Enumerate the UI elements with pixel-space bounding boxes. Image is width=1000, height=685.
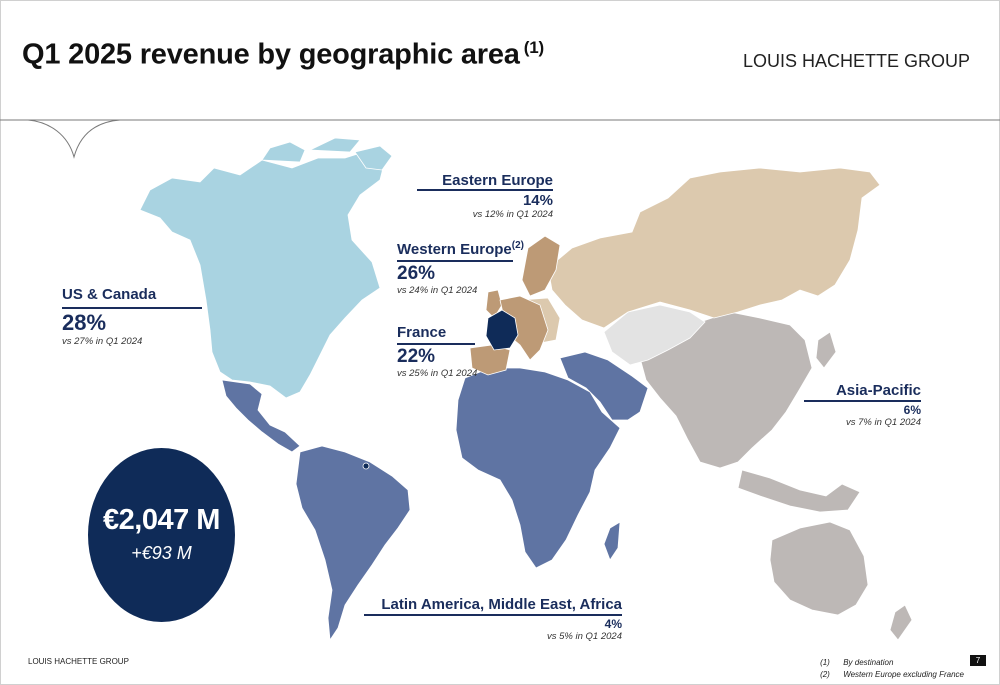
label-asia-pacific: Asia-Pacific: [804, 382, 921, 399]
region-vs: vs 5% in Q1 2024: [547, 631, 622, 642]
region-latam-mea: [221, 351, 649, 642]
region-asia-pacific: [639, 311, 913, 641]
label-western-europe: Western Europe(2): [397, 240, 524, 258]
footer-brand: LOUIS HACHETTE GROUP: [28, 657, 129, 666]
total-amount: €2,047 M: [103, 504, 220, 536]
region-vs: vs 27% in Q1 2024: [62, 336, 143, 347]
region-share: 4%: [604, 617, 622, 631]
region-france: [362, 309, 519, 470]
region-vs: vs 24% in Q1 2024: [397, 285, 478, 296]
region-vs: vs 7% in Q1 2024: [846, 417, 921, 428]
share-eastern-europe: 14% vs 12% in Q1 2024: [417, 192, 553, 220]
label-latam-mea: Latin America, Middle East, Africa: [364, 596, 622, 613]
footnote-2: (2) Western Europe excluding France: [820, 670, 964, 679]
region-share: 6%: [903, 403, 921, 417]
share-latam-mea: 4% vs 5% in Q1 2024: [364, 617, 622, 642]
total-revenue-badge: €2,047 M +€93 M: [88, 448, 235, 622]
label-eastern-europe: Eastern Europe: [417, 172, 553, 189]
region-name: US & Canada: [62, 286, 157, 303]
region-central-asia: [603, 304, 706, 366]
rule-latam-mea: [364, 614, 622, 616]
region-vs: vs 12% in Q1 2024: [472, 209, 553, 220]
rule-eastern-europe: [417, 189, 553, 191]
rule-france: [397, 343, 475, 345]
region-vs: vs 25% in Q1 2024: [397, 368, 478, 379]
region-name: Western Europe(2): [397, 240, 524, 258]
rule-western-europe: [397, 260, 513, 262]
footnotes: (1) By destination (2) Western Europe ex…: [820, 657, 964, 681]
header-divider: [0, 119, 1000, 159]
label-us-canada: US & Canada: [62, 286, 156, 303]
share-us-canada: 28% vs 27% in Q1 2024: [62, 310, 142, 347]
label-france: France: [397, 324, 446, 341]
region-share: 22%: [397, 346, 436, 367]
share-western-europe: 26% vs 24% in Q1 2024: [397, 263, 477, 296]
region-share: 28%: [62, 310, 107, 335]
total-growth: +€93 M: [131, 543, 192, 563]
share-asia-pacific: 6% vs 7% in Q1 2024: [804, 403, 921, 428]
region-western-europe: [469, 235, 561, 376]
rule-asia-pacific: [804, 400, 921, 402]
share-france: 22% vs 25% in Q1 2024: [397, 346, 477, 379]
region-name: Latin America, Middle East, Africa: [381, 596, 622, 613]
page-number: 7: [970, 655, 986, 666]
footnote-1: (1) By destination: [820, 658, 894, 667]
region-name: Asia-Pacific: [835, 382, 921, 399]
region-share: 14%: [522, 192, 553, 209]
region-share: 26%: [397, 263, 436, 284]
brand-logo-text: LOUIS HACHETTE GROUP: [742, 51, 970, 71]
page-title: Q1 2025 revenue by geographic area (1): [22, 38, 544, 71]
region-name: Eastern Europe: [442, 172, 553, 189]
rule-us-canada: [62, 307, 202, 309]
region-name: France: [397, 324, 447, 341]
region-us-canada: [139, 137, 393, 399]
